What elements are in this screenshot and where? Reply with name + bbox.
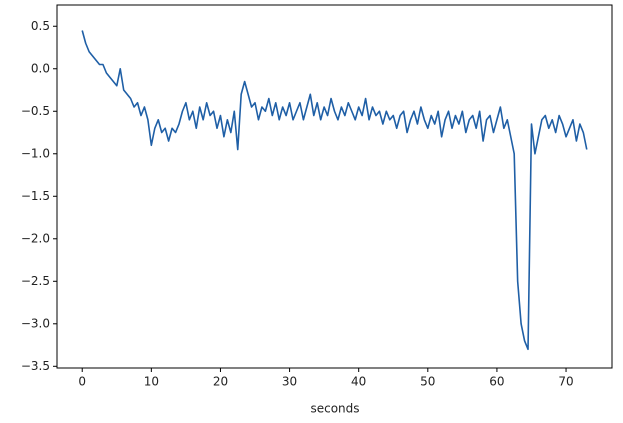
plot-frame (56, 4, 613, 369)
data-line (81, 30, 588, 351)
x-tick-label: 40 (351, 375, 366, 389)
x-axis-label: seconds (310, 402, 359, 416)
x-tick-label: 10 (144, 375, 159, 389)
y-tick-label: −1.0 (21, 146, 50, 160)
x-tick-label: 60 (489, 375, 504, 389)
x-tick-label: 50 (420, 375, 435, 389)
y-tick-label: −0.5 (21, 104, 50, 118)
y-tick-label: −3.5 (21, 359, 50, 373)
y-tick-label: 0.0 (31, 61, 50, 75)
y-tick-label: −3.0 (21, 316, 50, 330)
y-tick-label: −2.0 (21, 231, 50, 245)
x-tick-label: 0 (78, 375, 86, 389)
x-tick-label: 30 (282, 375, 297, 389)
y-tick-label: −1.5 (21, 189, 50, 203)
x-tick-label: 20 (213, 375, 228, 389)
x-tick-label: 70 (558, 375, 573, 389)
y-tick-label: 0.5 (31, 19, 50, 33)
y-tick-label: −2.5 (21, 274, 50, 288)
